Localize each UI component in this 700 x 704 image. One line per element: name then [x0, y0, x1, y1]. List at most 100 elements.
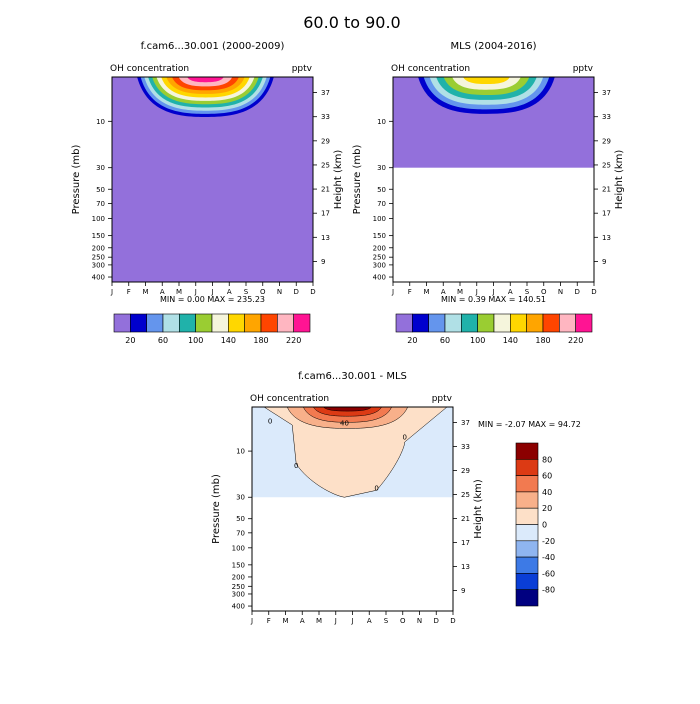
- x-tick-label: D: [294, 288, 299, 296]
- pressure-tick-label: 300: [232, 590, 245, 598]
- pressure-tick-label: 50: [236, 515, 245, 523]
- units-label: pptv: [573, 64, 594, 74]
- pressure-tick-label: 70: [236, 529, 245, 537]
- x-tick-label: A: [300, 617, 305, 625]
- pressure-tick-label: 70: [96, 200, 105, 208]
- field-label: OH concentration: [110, 64, 189, 74]
- min-max-text: MIN = -2.07 MAX = 94.72: [478, 420, 581, 429]
- min-max-text: MIN = 0.39 MAX = 140.51: [441, 295, 546, 304]
- colorbar-swatch: [277, 313, 294, 333]
- colorbar-swatch: [515, 475, 539, 493]
- x-tick-label: J: [350, 617, 353, 625]
- pressure-tick-label: 200: [92, 244, 105, 252]
- pressure-axis-label: Pressure (mb): [352, 145, 363, 215]
- figure-title: 60.0 to 90.0: [303, 13, 400, 32]
- height-tick-label: 9: [321, 258, 325, 266]
- colorbar-swatch: [211, 313, 229, 333]
- colorbar-label: 100: [470, 336, 485, 345]
- panel-title: MLS (2004-2016): [450, 41, 536, 52]
- colorbar-label: 20: [125, 336, 135, 345]
- colorbar-swatch: [542, 313, 560, 333]
- height-tick-label: 17: [321, 210, 330, 218]
- units-label: pptv: [432, 394, 453, 404]
- colorbar-label: 0: [542, 521, 547, 530]
- colorbar-swatch: [559, 313, 576, 333]
- colorbar-swatch: [477, 313, 495, 333]
- pressure-tick-label: 300: [92, 261, 105, 269]
- colorbar-swatch: [162, 313, 180, 333]
- height-tick-label: 13: [602, 234, 611, 242]
- height-tick-label: 37: [461, 419, 470, 427]
- colorbar-label: 20: [542, 504, 552, 513]
- pressure-tick-label: 200: [232, 573, 245, 581]
- pressure-tick-label: 30: [96, 164, 105, 172]
- panel-difference: f.cam6...30.001 - MLS OH concentration ppt…: [211, 371, 581, 625]
- x-tick-label: S: [244, 288, 249, 296]
- colorbar-swatch: [515, 524, 539, 542]
- x-tick-label: J: [491, 288, 494, 296]
- height-tick-label: 13: [321, 234, 330, 242]
- colorbar-swatch: [510, 313, 527, 333]
- colorbar-swatch: [412, 313, 429, 333]
- x-tick-label: J: [250, 617, 253, 625]
- height-tick-label: 29: [461, 467, 470, 475]
- x-tick-label: M: [316, 617, 322, 625]
- x-tick-label: D: [310, 288, 315, 296]
- min-max-text: MIN = 0.00 MAX = 235.23: [160, 295, 265, 304]
- colorbar-label: 60: [542, 472, 552, 481]
- height-axis-label: Height (km): [333, 150, 344, 210]
- colorbar-swatch: [515, 458, 539, 476]
- colorbar-label: 180: [535, 336, 550, 345]
- colorbar-swatch: [461, 313, 478, 333]
- pressure-tick-label: 400: [232, 603, 245, 611]
- pressure-tick-label: 10: [236, 448, 245, 456]
- pressure-tick-label: 100: [232, 544, 245, 552]
- plot-area: [393, 77, 594, 168]
- colorbar-label: 60: [158, 336, 168, 345]
- colorbar-swatch: [515, 556, 539, 574]
- colorbar-label: 40: [542, 488, 552, 497]
- x-tick-label: M: [282, 617, 288, 625]
- x-tick-label: A: [367, 617, 372, 625]
- pressure-tick-label: 150: [232, 561, 245, 569]
- colorbar-swatch: [228, 313, 245, 333]
- x-tick-label: D: [575, 288, 580, 296]
- colorbar-label: -40: [542, 553, 555, 562]
- height-tick-label: 9: [461, 587, 465, 595]
- height-tick-label: 25: [321, 161, 330, 169]
- pressure-tick-label: 300: [373, 261, 386, 269]
- colorbar-swatch: [113, 313, 131, 333]
- colorbar-swatch: [515, 507, 539, 525]
- colorbar-swatch: [515, 442, 539, 460]
- pressure-tick-label: 150: [373, 232, 386, 240]
- height-tick-label: 33: [321, 113, 330, 121]
- zero-to-twenty-band: [263, 407, 448, 498]
- colorbar-swatch: [195, 313, 213, 333]
- x-tick-label: O: [260, 288, 266, 296]
- pressure-tick-label: 70: [377, 200, 386, 208]
- height-tick-label: 9: [602, 258, 606, 266]
- contour-band-220: [187, 77, 224, 83]
- colorbar-label: 220: [568, 336, 583, 345]
- height-tick-label: 21: [602, 186, 611, 194]
- height-tick-label: 37: [321, 89, 330, 97]
- pressure-tick-label: 150: [92, 232, 105, 240]
- colorbar-swatch: [575, 313, 593, 333]
- colorbar-swatch: [493, 313, 511, 333]
- height-tick-label: 17: [461, 539, 470, 547]
- contour-band-140: [463, 77, 510, 85]
- colorbar-swatch: [515, 540, 539, 558]
- height-tick-label: 33: [461, 443, 470, 451]
- x-tick-label: D: [450, 617, 455, 625]
- colorbar-label: -80: [542, 586, 555, 595]
- colorbar-label: -60: [542, 569, 555, 578]
- colorbar-swatch: [130, 313, 147, 333]
- height-tick-label: 25: [461, 491, 470, 499]
- colorbar-swatch: [515, 573, 539, 591]
- contour-line-label: 0: [374, 485, 378, 493]
- x-tick-label: N: [277, 288, 282, 296]
- contour-line-label: 0: [294, 462, 298, 470]
- x-tick-label: M: [176, 288, 182, 296]
